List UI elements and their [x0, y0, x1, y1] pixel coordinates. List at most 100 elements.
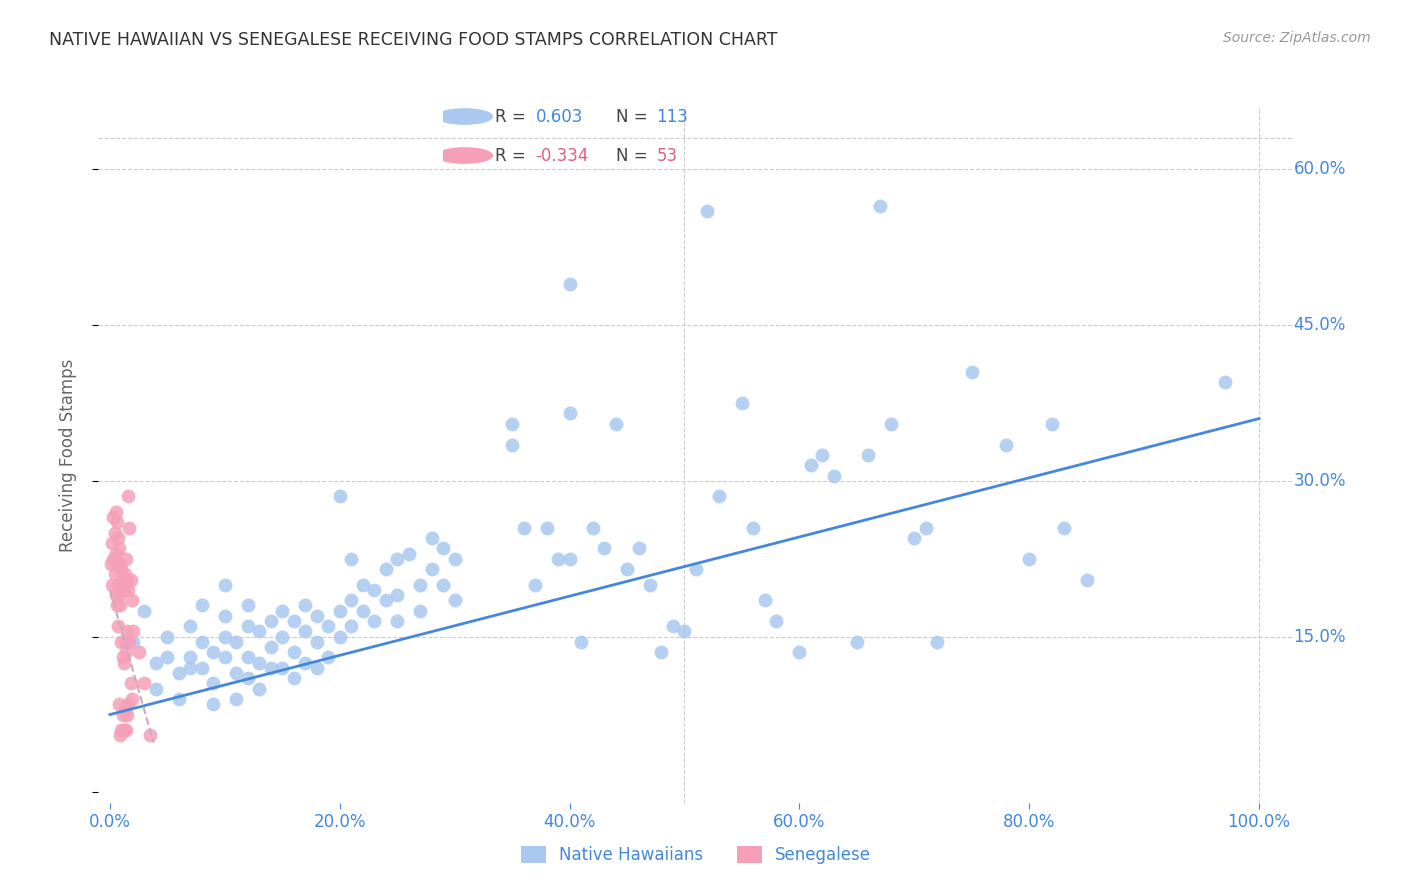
Point	[214, 578, 236, 592]
Point	[104, 505, 127, 519]
Point	[329, 630, 352, 644]
Point	[107, 619, 129, 633]
Text: 45.0%: 45.0%	[1294, 316, 1346, 334]
Point	[294, 656, 316, 670]
Point	[363, 614, 385, 628]
Point	[107, 531, 129, 545]
Text: R =: R =	[495, 109, 526, 127]
Point	[316, 619, 339, 633]
Point	[103, 525, 125, 540]
Point	[432, 578, 454, 592]
Text: -0.334: -0.334	[536, 147, 589, 165]
Point	[236, 671, 259, 685]
Point	[110, 635, 132, 649]
Point	[191, 661, 214, 675]
Point	[547, 551, 569, 566]
Point	[111, 707, 134, 722]
Point	[101, 578, 124, 592]
Point	[869, 199, 891, 213]
Point	[742, 520, 765, 534]
Point	[236, 599, 259, 613]
Point	[117, 697, 139, 711]
Point	[114, 567, 136, 582]
Point	[110, 723, 132, 738]
Point	[811, 448, 834, 462]
Point	[650, 645, 672, 659]
Point	[156, 650, 179, 665]
Point	[145, 681, 167, 696]
Point	[214, 650, 236, 665]
Point	[110, 728, 132, 742]
Point	[108, 588, 131, 602]
Point	[765, 614, 787, 628]
Point	[789, 645, 811, 659]
Point	[118, 520, 141, 534]
Point	[114, 635, 136, 649]
Point	[880, 417, 903, 431]
Point	[103, 567, 125, 582]
Point	[118, 635, 141, 649]
Point	[247, 681, 270, 696]
Point	[139, 728, 162, 742]
Point	[115, 723, 138, 738]
Point	[754, 593, 776, 607]
Point	[122, 624, 145, 639]
Point	[103, 510, 125, 524]
Text: 0.603: 0.603	[536, 109, 583, 127]
Point	[110, 562, 132, 576]
Point	[179, 619, 201, 633]
Point	[271, 604, 294, 618]
Point	[363, 582, 385, 597]
Point	[112, 656, 135, 670]
Point	[524, 578, 547, 592]
Point	[536, 520, 558, 534]
Text: 113: 113	[657, 109, 688, 127]
Point	[558, 551, 581, 566]
Point	[260, 661, 283, 675]
Point	[283, 645, 305, 659]
Text: NATIVE HAWAIIAN VS SENEGALESE RECEIVING FOOD STAMPS CORRELATION CHART: NATIVE HAWAIIAN VS SENEGALESE RECEIVING …	[49, 31, 778, 49]
Point	[112, 723, 135, 738]
Point	[409, 604, 432, 618]
Y-axis label: Receiving Food Stamps: Receiving Food Stamps	[59, 359, 77, 551]
Point	[385, 614, 409, 628]
Point	[115, 707, 138, 722]
Point	[134, 604, 156, 618]
Point	[638, 578, 661, 592]
Text: 30.0%: 30.0%	[1294, 472, 1346, 490]
Point	[1076, 573, 1098, 587]
Point	[105, 557, 128, 571]
Point	[305, 635, 328, 649]
Point	[104, 588, 127, 602]
Point	[409, 578, 432, 592]
Point	[202, 645, 225, 659]
Point	[627, 541, 650, 556]
Point	[398, 547, 420, 561]
Legend: Native Hawaiians, Senegalese: Native Hawaiians, Senegalese	[515, 839, 877, 871]
Point	[115, 645, 138, 659]
Point	[662, 619, 685, 633]
Point	[1040, 417, 1063, 431]
Point	[352, 604, 374, 618]
Point	[294, 624, 316, 639]
Text: N =: N =	[616, 147, 648, 165]
Point	[236, 650, 259, 665]
Point	[593, 541, 616, 556]
Point	[134, 676, 156, 690]
Text: N =: N =	[616, 109, 648, 127]
Point	[236, 619, 259, 633]
Point	[191, 635, 214, 649]
Point	[115, 551, 138, 566]
Point	[385, 588, 409, 602]
Point	[112, 582, 135, 597]
Point	[823, 468, 845, 483]
Point	[122, 635, 145, 649]
Point	[731, 396, 754, 410]
Point	[105, 599, 128, 613]
Point	[800, 458, 823, 473]
Point	[340, 593, 363, 607]
Point	[329, 490, 352, 504]
Point	[115, 573, 138, 587]
Point	[443, 593, 465, 607]
Point	[104, 547, 127, 561]
